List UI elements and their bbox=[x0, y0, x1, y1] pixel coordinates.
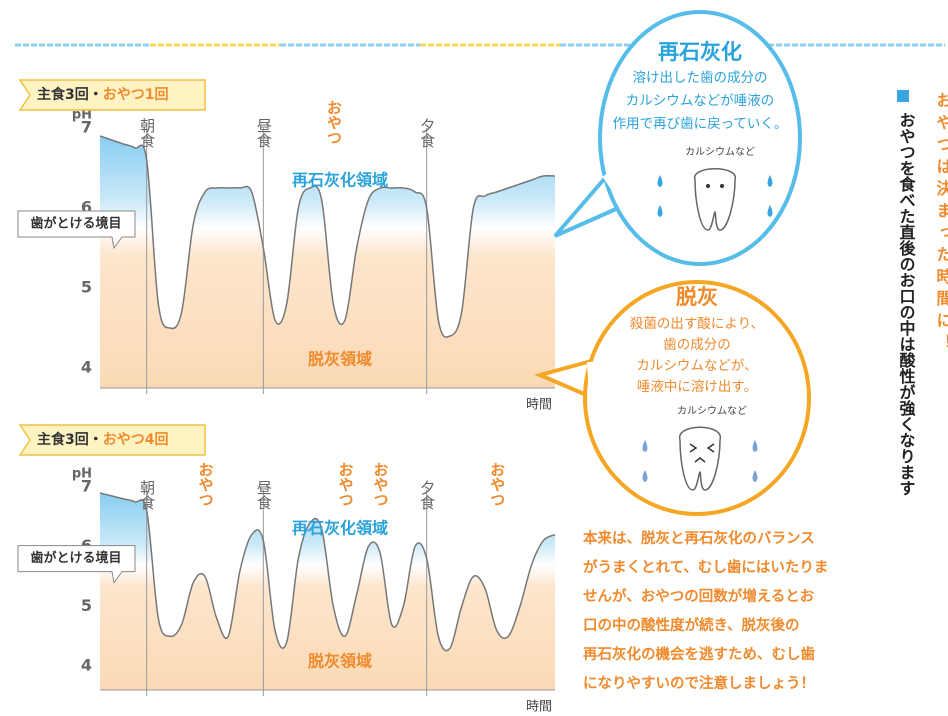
callout-blue: 再石灰化 溶け出した歯の成分の カルシウムなどが唾液の 作用で再び歯に戻っていく… bbox=[553, 10, 802, 266]
callout-body: 溶け出した歯の成分の bbox=[633, 70, 768, 86]
callout-title: 脱灰 bbox=[676, 285, 718, 309]
y-tick-label: 5 bbox=[81, 596, 92, 615]
tail-join bbox=[602, 173, 628, 207]
tooth bbox=[694, 168, 736, 231]
boundary-box bbox=[17, 545, 136, 584]
region-label: 脱灰領域 bbox=[308, 652, 372, 671]
x-tick-label: 夕食 bbox=[418, 118, 436, 148]
summary-line: になりやすいので注意しましょう！ bbox=[583, 674, 815, 692]
summary: 本来は、脱灰と再石灰化のバランス がうまくとれて、むし歯にはいたりま せんが、お… bbox=[583, 529, 828, 692]
tail-join bbox=[587, 361, 595, 399]
tooth-face bbox=[689, 443, 715, 463]
tooth-eye bbox=[720, 184, 724, 188]
callout-body: 歯の成分の bbox=[663, 337, 731, 353]
boundary-box bbox=[17, 210, 136, 250]
title-box bbox=[18, 79, 206, 111]
y-tick-label: 7 bbox=[81, 118, 92, 137]
region-label: 再石灰化領域 bbox=[292, 171, 388, 190]
y-tick-label: 5 bbox=[81, 278, 92, 297]
x-tick-label: おやつ bbox=[197, 462, 215, 507]
x-tick-label: 昼食 bbox=[255, 480, 273, 510]
callout-title: 再石灰化 bbox=[658, 40, 742, 64]
summary-line: 口の中の酸性度が続き、脱灰後の bbox=[583, 616, 799, 634]
line bbox=[99, 135, 556, 338]
y-axis-label: pH bbox=[72, 466, 92, 481]
chart: 朝食おやつ昼食おやつおやつ夕食おやつ時間4567pH歯がとける境目再石灰化領域脱… bbox=[17, 424, 556, 715]
y-axis-label: pH bbox=[72, 108, 92, 123]
callout-body: カルシウムなどが、 bbox=[636, 358, 757, 374]
title-part: 主食3回・ bbox=[37, 431, 103, 448]
side-note: おやつを食べた直後のお口の中は酸性が強くなります bbox=[897, 112, 917, 496]
x-tick-label: おやつ bbox=[325, 100, 343, 145]
boundary-label: 歯がとける境目 bbox=[30, 550, 121, 566]
x-axis-label: 時間 bbox=[526, 700, 552, 715]
callout-body: カルシウムなどが唾液の bbox=[626, 93, 775, 109]
y-tick-label: 4 bbox=[81, 656, 92, 675]
x-axis-label: 時間 bbox=[526, 398, 552, 413]
x-tick-label: 朝食 bbox=[138, 118, 156, 148]
region-label: 脱灰領域 bbox=[308, 350, 372, 369]
callout-orange: 脱灰 殺菌の出す酸により、 歯の成分の カルシウムなどが、 唾液中に溶け出す。 … bbox=[533, 280, 811, 516]
x-tick-label: おやつ bbox=[372, 462, 390, 507]
chart-title: 主食3回・おやつ1回 bbox=[37, 86, 169, 103]
callout-caption: カルシウムなど bbox=[677, 405, 747, 417]
title-part: おやつ1回 bbox=[103, 87, 169, 103]
tooth-eye bbox=[706, 184, 710, 188]
callout-body: 作用で再び歯に戻っていく。 bbox=[613, 116, 788, 132]
callout-caption: カルシウムなど bbox=[685, 146, 755, 158]
callout-body: 殺菌の出す酸により、 bbox=[630, 316, 764, 332]
y-tick-label: 4 bbox=[81, 358, 92, 377]
title-box bbox=[18, 424, 206, 456]
summary-line: 本来は、脱灰と再石灰化のバランス bbox=[583, 529, 815, 547]
x-tick-label: 朝食 bbox=[138, 480, 156, 510]
callout-circle bbox=[583, 280, 811, 516]
line bbox=[99, 492, 556, 652]
x-tick-label: 夕食 bbox=[418, 480, 436, 510]
side-heading: おやつは決まった時間に！ bbox=[934, 92, 948, 356]
bullet bbox=[897, 90, 909, 102]
x-tick-label: 昼食 bbox=[255, 118, 273, 148]
callout-body: 唾液中に溶け出す。 bbox=[637, 379, 757, 395]
summary-line: 再石灰化の機会を逃すため、むし歯 bbox=[583, 645, 815, 663]
summary-line: がうまくとれて、むし歯にはいたりま bbox=[583, 558, 828, 576]
x-tick-label: おやつ bbox=[488, 462, 506, 507]
y-tick-label: 6 bbox=[81, 198, 92, 217]
summary-line: せんが、おやつの回数が増えるとお bbox=[583, 587, 815, 605]
callout-circle bbox=[598, 10, 802, 266]
area bbox=[100, 492, 555, 690]
y-tick-label: 7 bbox=[81, 476, 92, 495]
x-tick-label: おやつ bbox=[337, 462, 355, 507]
area bbox=[100, 136, 555, 388]
chart-title: 主食3回・おやつ4回 bbox=[37, 431, 169, 448]
title-part: 主食3回・ bbox=[37, 86, 103, 103]
boundary-label: 歯がとける境目 bbox=[30, 216, 121, 232]
region-label: 再石灰化領域 bbox=[292, 518, 388, 537]
title-part: おやつ4回 bbox=[103, 432, 169, 448]
